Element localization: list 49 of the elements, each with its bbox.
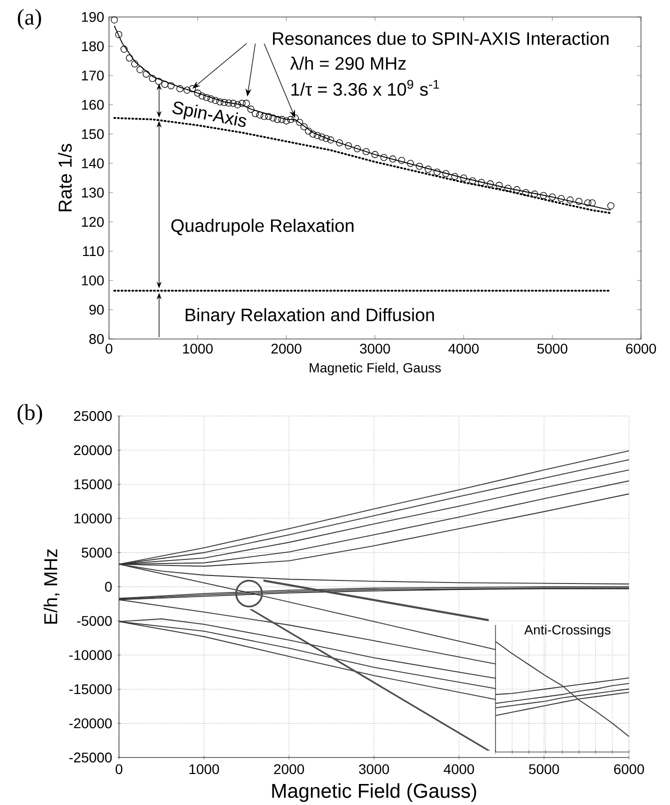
x-tick-label: 6000 bbox=[626, 344, 656, 354]
x-tick-label: 0 bbox=[116, 764, 122, 774]
x-tick-label: 5000 bbox=[529, 764, 560, 774]
x-tick-label: 4000 bbox=[444, 764, 474, 774]
y-tick-label: -25000 bbox=[69, 752, 112, 762]
y-tick-label: 130 bbox=[82, 188, 104, 198]
chart-title: (b) bbox=[18, 404, 42, 425]
x-tick-label: 4000 bbox=[448, 344, 479, 354]
y-tick-label: 20000 bbox=[74, 445, 112, 456]
x-axis-title: Magnetic Field (Gauss) bbox=[272, 783, 476, 802]
y-tick-label: -10000 bbox=[69, 650, 112, 660]
x-tick-label: 5000 bbox=[537, 344, 568, 354]
x-tick-label: 2000 bbox=[271, 344, 302, 354]
y-tick-label: 90 bbox=[89, 304, 104, 315]
x-tick-label: 3000 bbox=[358, 764, 390, 774]
y-tick-label: 120 bbox=[82, 216, 104, 227]
y-tick-label: 100 bbox=[82, 276, 104, 286]
y-tick-label: 180 bbox=[82, 41, 104, 52]
annotation: Spin-Axis bbox=[172, 102, 246, 127]
annotation: λ/h = 290 MHz bbox=[290, 56, 406, 70]
x-tick-label: 6000 bbox=[614, 764, 644, 774]
annotation: Binary Relaxation and Diffusion bbox=[186, 308, 434, 325]
y-tick-label: 170 bbox=[82, 70, 104, 80]
y-tick-label: 15000 bbox=[74, 479, 112, 490]
y-tick-label: 150 bbox=[82, 129, 104, 140]
y-tick-label: 5000 bbox=[82, 548, 112, 558]
x-tick-label: 3000 bbox=[360, 344, 390, 354]
annotation: Resonances due to SPIN-AXIS Interaction bbox=[273, 32, 609, 45]
y-tick-label: -20000 bbox=[69, 718, 112, 728]
y-tick-label: 160 bbox=[82, 100, 104, 110]
x-tick-label: 2000 bbox=[274, 764, 304, 774]
y-axis-title: E/h, MHz bbox=[44, 549, 60, 624]
y-tick-label: 190 bbox=[82, 12, 104, 22]
y-tick-label: 140 bbox=[82, 158, 104, 168]
annotation: 1/τ = 3.36 x 10$^{9}$ s$^{-1}$ bbox=[291, 80, 440, 96]
y-tick-label: -15000 bbox=[69, 684, 112, 694]
y-tick-label: 25000 bbox=[74, 411, 112, 421]
y-tick-label: 0 bbox=[105, 582, 112, 592]
x-tick-label: 1000 bbox=[183, 344, 213, 354]
y-tick-label: 110 bbox=[83, 246, 104, 256]
annotation: Quadrupole Relaxation bbox=[171, 218, 354, 236]
x-axis-title: Magnetic Field, Gauss bbox=[310, 362, 441, 376]
y-axis-title: Rate 1/s bbox=[58, 144, 72, 212]
y-tick-label: 80 bbox=[89, 334, 104, 344]
x-tick-label: 1000 bbox=[189, 764, 220, 774]
y-tick-label: -5000 bbox=[77, 616, 112, 626]
chart-title: Anti-Crossings bbox=[524, 624, 610, 638]
chart-title: (a) bbox=[18, 8, 42, 30]
y-tick-label: 10000 bbox=[74, 514, 112, 524]
